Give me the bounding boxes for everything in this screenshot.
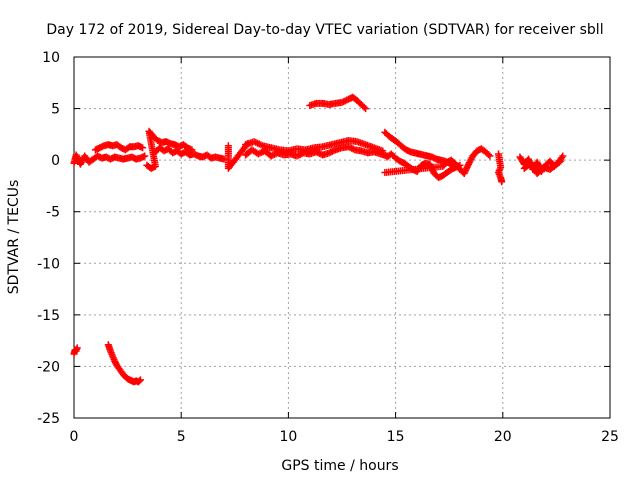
data-point bbox=[362, 105, 370, 113]
grid-lines bbox=[74, 57, 610, 418]
y-tick-label: 0 bbox=[51, 153, 60, 169]
y-tick-label: 10 bbox=[42, 50, 60, 66]
data-point bbox=[498, 178, 506, 186]
data-point bbox=[135, 377, 143, 385]
data-point bbox=[315, 149, 323, 157]
data-point bbox=[360, 103, 368, 111]
data-point bbox=[379, 147, 387, 155]
x-axis-label: GPS time / hours bbox=[281, 458, 398, 474]
y-tick-label: 5 bbox=[51, 102, 60, 118]
axis-ticks: 0 5 10 15 20 25 10 5 0 -5 -10 -15 -20 -25 bbox=[37, 50, 619, 445]
data-point bbox=[555, 158, 563, 166]
data-point bbox=[559, 152, 567, 160]
x-tick-label: 15 bbox=[387, 429, 405, 445]
x-tick-label: 0 bbox=[70, 429, 79, 445]
data-point bbox=[73, 344, 81, 352]
x-tick-label: 25 bbox=[601, 429, 619, 445]
y-tick-label: -25 bbox=[37, 411, 60, 427]
data-points bbox=[70, 93, 567, 386]
x-tick-label: 5 bbox=[177, 429, 186, 445]
x-tick-label: 20 bbox=[494, 429, 512, 445]
plot-frame bbox=[73, 56, 611, 419]
y-tick-label: -20 bbox=[37, 359, 60, 375]
chart-title: Day 172 of 2019, Sidereal Day-to-day VTE… bbox=[46, 22, 603, 38]
data-point bbox=[141, 152, 149, 160]
y-axis-label: SDTVAR / TECUs bbox=[6, 180, 22, 295]
data-point bbox=[136, 376, 144, 384]
data-point bbox=[485, 151, 493, 159]
y-tick-label: -15 bbox=[37, 308, 60, 324]
data-point bbox=[486, 152, 494, 160]
data-point bbox=[139, 144, 147, 152]
data-point bbox=[557, 157, 565, 165]
y-tick-label: -10 bbox=[37, 256, 60, 272]
y-tick-label: -5 bbox=[46, 205, 60, 221]
data-point bbox=[558, 154, 566, 162]
x-tick-label: 10 bbox=[279, 429, 297, 445]
